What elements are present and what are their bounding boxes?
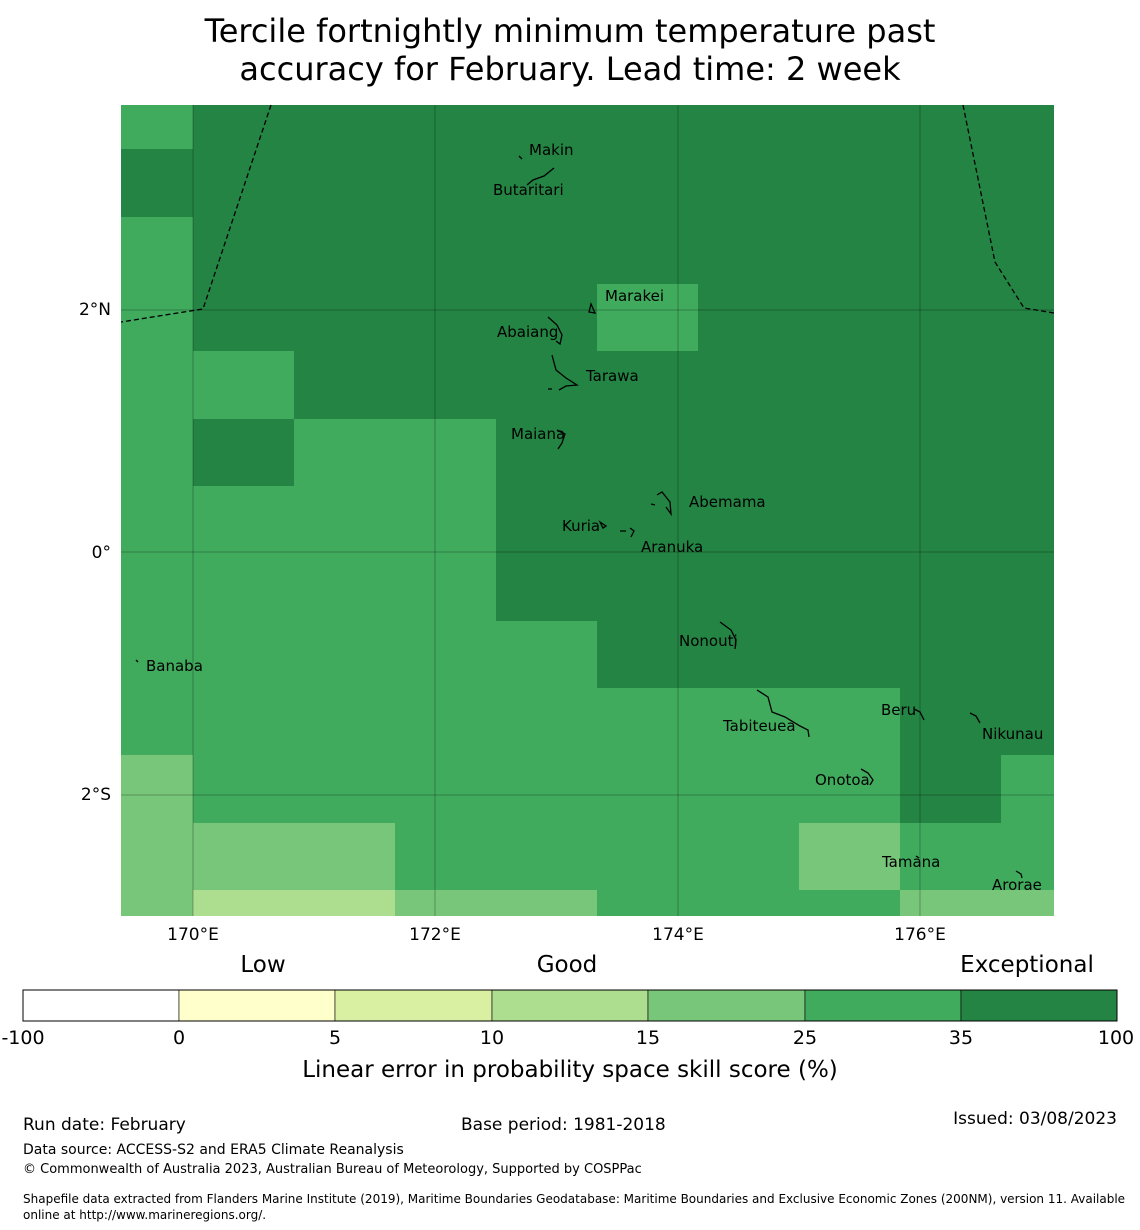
nikunau-outline xyxy=(969,712,981,724)
colorbar-tick-label: -100 xyxy=(1,1027,44,1049)
lon-tick-174e: 174°E xyxy=(652,925,704,945)
colorbar-segment xyxy=(178,989,336,1022)
colorbar-legend: Low Good Exceptional -100 0 5 10 15 25 3… xyxy=(1,952,1134,1083)
tamana-outline xyxy=(915,855,920,859)
lat-tick-2n: 2°N xyxy=(79,300,111,320)
legend-category-low: Low xyxy=(240,952,285,978)
island-label-marakei: Marakei xyxy=(605,287,664,305)
colorbar-tick-label: 15 xyxy=(636,1027,660,1049)
shapefile-credit-line-2: online at http://www.marineregions.org/. xyxy=(23,1208,267,1222)
lon-tick-170e: 170°E xyxy=(167,925,219,945)
island-label-nonouti: Nonouti xyxy=(679,632,738,650)
skill-grid xyxy=(121,105,1054,916)
grid-cell xyxy=(193,890,395,916)
island-label-beru: Beru xyxy=(881,701,916,719)
banaba-outline xyxy=(135,659,139,663)
island-labels: Makin Butaritari Marakei Abaiang Tarawa … xyxy=(146,141,1043,894)
copyright: © Commonwealth of Australia 2023, Austra… xyxy=(23,1162,642,1177)
island-label-abemama: Abemama xyxy=(689,493,766,511)
lat-tick-labels: 2°N 0° 2°S xyxy=(79,300,111,805)
colorbar-segment xyxy=(647,989,806,1022)
colorbar-segment xyxy=(22,989,180,1022)
grid-cell xyxy=(121,149,193,217)
colorbar-frame xyxy=(22,989,1118,1022)
legend-category-good: Good xyxy=(537,952,598,978)
shapefile-credit: Shapefile data extracted from Flanders M… xyxy=(23,1191,1138,1223)
maiana-outline xyxy=(556,429,566,450)
chart-title-line-1: Tercile fortnightly minimum temperature … xyxy=(204,12,936,50)
colorbar-tick-label: 35 xyxy=(949,1027,973,1049)
colorbar-segment xyxy=(334,989,493,1022)
colorbar-tick-label: 10 xyxy=(480,1027,504,1049)
chart-title-line-2: accuracy for February. Lead time: 2 week xyxy=(239,50,901,88)
shapefile-credit-line-1: Shapefile data extracted from Flanders M… xyxy=(23,1192,1126,1206)
colorbar-tick-label: 0 xyxy=(173,1027,185,1049)
island-label-butaritari: Butaritari xyxy=(493,181,564,199)
grid-cell xyxy=(193,351,294,419)
grid-cell xyxy=(294,351,1054,419)
island-label-maiana: Maiana xyxy=(511,425,565,443)
island-label-onotoa: Onotoa xyxy=(815,771,870,789)
marakei-outline xyxy=(588,302,597,314)
lon-tick-176e: 176°E xyxy=(894,925,946,945)
issued-date: Issued: 03/08/2023 xyxy=(953,1109,1117,1129)
beru-outline xyxy=(913,708,925,721)
grid-cell xyxy=(597,621,1054,688)
kuria-outline xyxy=(598,520,608,529)
eez-boundary-east xyxy=(962,104,1055,314)
abaiang-outline xyxy=(547,316,563,346)
grid-cell xyxy=(799,823,900,890)
lon-tick-172e: 172°E xyxy=(409,925,461,945)
island-label-kuria: Kuria xyxy=(562,517,600,535)
colorbar-tick-label: 100 xyxy=(1098,1027,1134,1049)
tarawa-outline xyxy=(548,354,579,391)
colorbar-segment xyxy=(960,989,1118,1022)
grid-cell xyxy=(193,823,395,890)
island-outlines xyxy=(135,155,1023,879)
colorbar-segments xyxy=(22,989,1118,1022)
grid-cell xyxy=(900,890,1054,916)
map-panel: Makin Butaritari Marakei Abaiang Tarawa … xyxy=(79,104,1055,945)
grid-cell xyxy=(496,419,1054,621)
grid-cell xyxy=(900,755,1001,823)
run-date: Run date: February xyxy=(23,1115,186,1135)
nonouti-outline xyxy=(719,621,737,650)
island-label-tarawa: Tarawa xyxy=(585,367,639,385)
island-label-banaba: Banaba xyxy=(146,657,203,675)
aranuka-outline xyxy=(620,527,635,538)
colorbar-tick-labels: -100 0 5 10 15 25 35 100 xyxy=(1,1027,1134,1049)
map-gridlines xyxy=(121,105,1054,916)
lon-tick-labels: 170°E 172°E 174°E 176°E xyxy=(167,925,946,945)
lat-tick-0: 0° xyxy=(92,543,111,563)
colorbar-segment xyxy=(804,989,962,1022)
island-label-abaiang: Abaiang xyxy=(497,323,558,341)
grid-cell xyxy=(121,755,193,916)
abemama-outline xyxy=(650,491,672,517)
colorbar-segment xyxy=(491,989,649,1022)
legend-category-exceptional: Exceptional xyxy=(960,952,1094,978)
colorbar-tick-label: 5 xyxy=(329,1027,341,1049)
island-label-aranuka: Aranuka xyxy=(641,538,703,556)
grid-cell xyxy=(395,890,597,916)
island-label-arorae: Arorae xyxy=(992,876,1042,894)
tabiteuea-outline xyxy=(756,689,810,738)
makin-outline xyxy=(518,155,523,160)
island-label-nikunau: Nikunau xyxy=(982,725,1043,743)
grid-cell xyxy=(597,284,698,351)
island-label-makin: Makin xyxy=(529,141,574,159)
grid-cell xyxy=(193,419,294,486)
island-label-tabiteuea: Tabiteuea xyxy=(722,717,796,735)
island-label-tamana: Tamana xyxy=(881,853,940,871)
grid-cell xyxy=(900,688,1054,755)
onotoa-outline xyxy=(860,768,874,786)
base-period: Base period: 1981-2018 xyxy=(461,1115,666,1135)
colorbar-axis-label: Linear error in probability space skill … xyxy=(302,1057,838,1083)
arorae-outline xyxy=(1015,870,1023,879)
eez-boundaries xyxy=(120,104,1055,323)
lat-tick-2s: 2°S xyxy=(81,785,111,805)
data-source: Data source: ACCESS-S2 and ERA5 Climate … xyxy=(23,1142,404,1158)
butaritari-outline xyxy=(526,167,555,186)
colorbar-tick-label: 25 xyxy=(793,1027,817,1049)
